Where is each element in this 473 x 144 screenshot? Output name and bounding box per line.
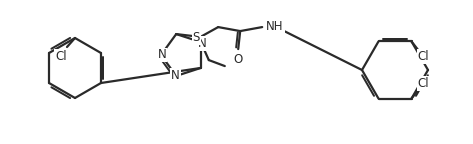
- Text: S: S: [193, 31, 200, 44]
- Text: Cl: Cl: [418, 77, 429, 90]
- Text: N: N: [197, 37, 206, 50]
- Text: NH: NH: [266, 20, 284, 33]
- Text: O: O: [234, 53, 243, 66]
- Text: Cl: Cl: [418, 50, 429, 63]
- Text: N: N: [158, 49, 166, 61]
- Text: N: N: [171, 69, 180, 82]
- Text: Cl: Cl: [55, 50, 67, 62]
